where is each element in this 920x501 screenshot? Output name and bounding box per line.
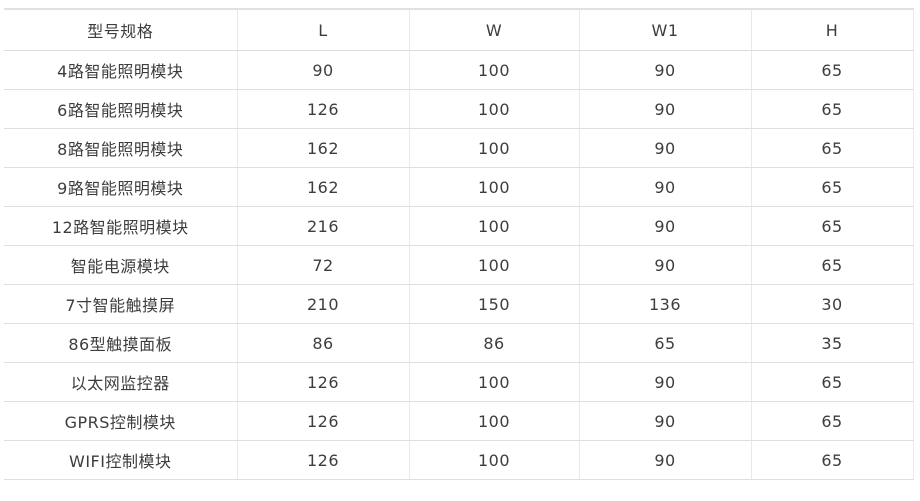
table-row: WIFI控制模块 126 100 90 65 [4, 440, 914, 480]
spec-table: 型号规格 L W W1 H 4路智能照明模块 90 100 90 65 6路智能照明模块 126 10… [4, 8, 914, 480]
dimension-cell: 100 [408, 128, 579, 168]
model-name-cell: 智能电源模块 [4, 245, 237, 285]
dimension-cell: 65 [750, 362, 914, 402]
dimension-cell: 90 [578, 50, 751, 90]
dimension-cell: 90 [578, 362, 751, 402]
dimension-cell: 72 [236, 245, 409, 285]
dimension-cell: 65 [578, 323, 751, 363]
model-name-cell: 8路智能照明模块 [4, 128, 237, 168]
dimension-cell: 35 [750, 323, 914, 363]
model-name-cell: 4路智能照明模块 [4, 50, 237, 90]
dimension-cell: 90 [578, 206, 751, 246]
model-name-cell: 以太网监控器 [4, 362, 237, 402]
dimension-cell: 162 [236, 128, 409, 168]
dimension-cell: 65 [750, 128, 914, 168]
dimension-cell: 100 [408, 167, 579, 207]
table-body: 4路智能照明模块 90 100 90 65 6路智能照明模块 126 100 90 65 8路智能照… [4, 50, 914, 480]
dimension-cell: 90 [578, 245, 751, 285]
dimension-cell: 65 [750, 50, 914, 90]
dimension-cell: 90 [578, 89, 751, 129]
model-name-cell: WIFI控制模块 [4, 440, 237, 480]
table-row: GPRS控制模块 126 100 90 65 [4, 401, 914, 441]
dimension-cell: 100 [408, 206, 579, 246]
model-name-cell: 7寸智能触摸屏 [4, 284, 237, 324]
column-header: W1 [578, 8, 751, 51]
dimension-cell: 90 [578, 167, 751, 207]
dimension-cell: 100 [408, 89, 579, 129]
dimension-cell: 126 [236, 362, 409, 402]
column-header: H [750, 8, 914, 51]
dimension-cell: 90 [578, 440, 751, 480]
dimension-cell: 90 [236, 50, 409, 90]
table-row: 9路智能照明模块 162 100 90 65 [4, 167, 914, 207]
model-name-cell: 9路智能照明模块 [4, 167, 237, 207]
dimension-cell: 100 [408, 245, 579, 285]
dimension-cell: 126 [236, 440, 409, 480]
model-name-cell: 6路智能照明模块 [4, 89, 237, 129]
dimension-cell: 100 [408, 401, 579, 441]
dimension-cell: 100 [408, 362, 579, 402]
header-row: 型号规格 L W W1 H [4, 8, 914, 51]
dimension-cell: 86 [408, 323, 579, 363]
dimension-cell: 90 [578, 401, 751, 441]
dimension-cell: 65 [750, 245, 914, 285]
model-name-cell: 86型触摸面板 [4, 323, 237, 363]
dimension-cell: 65 [750, 440, 914, 480]
table-row: 4路智能照明模块 90 100 90 65 [4, 50, 914, 90]
dimension-cell: 126 [236, 89, 409, 129]
dimension-cell: 30 [750, 284, 914, 324]
table-row: 86型触摸面板 86 86 65 35 [4, 323, 914, 363]
column-header: L [236, 8, 409, 51]
table-row: 以太网监控器 126 100 90 65 [4, 362, 914, 402]
table-row: 智能电源模块 72 100 90 65 [4, 245, 914, 285]
spec-table-container: 型号规格 L W W1 H 4路智能照明模块 90 100 90 65 6路智能照明模块 126 10… [4, 8, 914, 480]
dimension-cell: 65 [750, 167, 914, 207]
column-header: W [408, 8, 579, 51]
table-row: 12路智能照明模块 216 100 90 65 [4, 206, 914, 246]
dimension-cell: 150 [408, 284, 579, 324]
table-row: 7寸智能触摸屏 210 150 136 30 [4, 284, 914, 324]
table-row: 8路智能照明模块 162 100 90 65 [4, 128, 914, 168]
dimension-cell: 65 [750, 206, 914, 246]
model-name-cell: 12路智能照明模块 [4, 206, 237, 246]
dimension-cell: 162 [236, 167, 409, 207]
dimension-cell: 86 [236, 323, 409, 363]
dimension-cell: 65 [750, 89, 914, 129]
dimension-cell: 90 [578, 128, 751, 168]
dimension-cell: 126 [236, 401, 409, 441]
dimension-cell: 100 [408, 440, 579, 480]
dimension-cell: 100 [408, 50, 579, 90]
table-row: 6路智能照明模块 126 100 90 65 [4, 89, 914, 129]
dimension-cell: 216 [236, 206, 409, 246]
model-name-cell: GPRS控制模块 [4, 401, 237, 441]
column-header: 型号规格 [4, 8, 237, 51]
dimension-cell: 65 [750, 401, 914, 441]
dimension-cell: 136 [578, 284, 751, 324]
dimension-cell: 210 [236, 284, 409, 324]
